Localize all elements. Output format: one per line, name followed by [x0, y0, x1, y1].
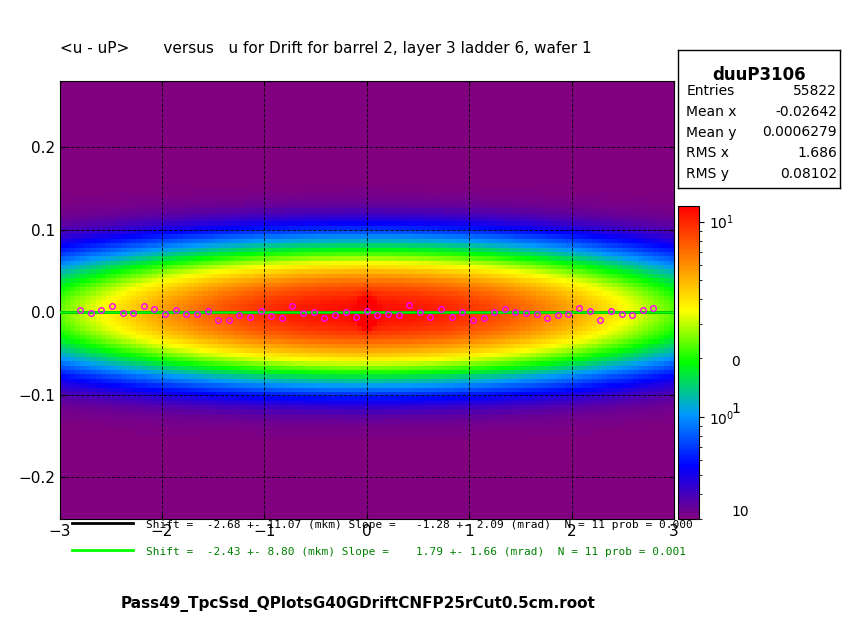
- Text: 10: 10: [730, 506, 748, 519]
- Text: Entries: Entries: [685, 84, 734, 98]
- Text: Pass49_TpcSsd_QPlotsG40GDriftCNFP25rCut0.5cm.root: Pass49_TpcSsd_QPlotsG40GDriftCNFP25rCut0…: [121, 596, 595, 612]
- Text: RMS y: RMS y: [685, 167, 728, 181]
- Text: Mean y: Mean y: [685, 126, 736, 139]
- Text: Mean x: Mean x: [685, 105, 736, 119]
- Text: duuP3106: duuP3106: [711, 66, 805, 84]
- Text: -0.02642: -0.02642: [774, 105, 836, 119]
- Text: 0: 0: [730, 356, 740, 369]
- Text: <u - uP>       versus   u for Drift for barrel 2, layer 3 ladder 6, wafer 1: <u - uP> versus u for Drift for barrel 2…: [60, 41, 590, 56]
- Text: Shift =  -2.43 +- 8.80 (mkm) Slope =    1.79 +- 1.66 (mrad)  N = 11 prob = 0.001: Shift = -2.43 +- 8.80 (mkm) Slope = 1.79…: [146, 546, 685, 556]
- Text: 55822: 55822: [792, 84, 836, 98]
- Text: RMS x: RMS x: [685, 146, 728, 160]
- Text: 1: 1: [730, 402, 740, 416]
- Text: 1.686: 1.686: [796, 146, 836, 160]
- Text: 0.0006279: 0.0006279: [762, 126, 836, 139]
- Text: Shift =  -2.68 +- 11.07 (mkm) Slope =   -1.28 +- 2.09 (mrad)  N = 11 prob = 0.00: Shift = -2.68 +- 11.07 (mkm) Slope = -1.…: [146, 520, 692, 530]
- Text: 0.08102: 0.08102: [779, 167, 836, 181]
